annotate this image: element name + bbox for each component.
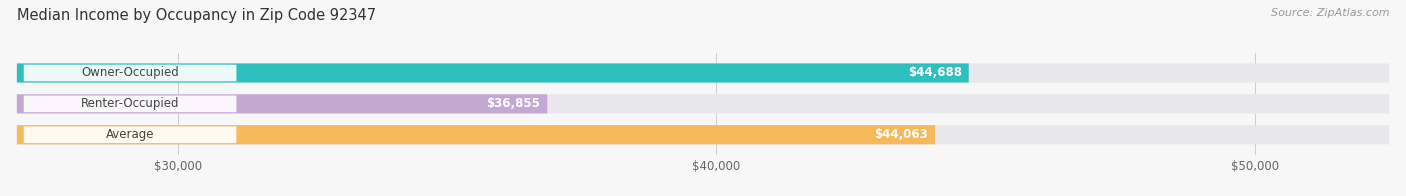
FancyBboxPatch shape	[17, 125, 1389, 144]
FancyBboxPatch shape	[17, 125, 935, 144]
Text: Average: Average	[105, 128, 155, 141]
FancyBboxPatch shape	[24, 95, 236, 112]
Text: Median Income by Occupancy in Zip Code 92347: Median Income by Occupancy in Zip Code 9…	[17, 8, 375, 23]
FancyBboxPatch shape	[24, 126, 236, 143]
Text: Owner-Occupied: Owner-Occupied	[82, 66, 179, 80]
Text: Renter-Occupied: Renter-Occupied	[80, 97, 180, 110]
Text: Source: ZipAtlas.com: Source: ZipAtlas.com	[1271, 8, 1389, 18]
FancyBboxPatch shape	[17, 94, 547, 113]
FancyBboxPatch shape	[24, 65, 236, 81]
FancyBboxPatch shape	[17, 64, 969, 83]
Text: $44,063: $44,063	[875, 128, 928, 141]
FancyBboxPatch shape	[17, 94, 1389, 113]
FancyBboxPatch shape	[17, 64, 1389, 83]
Text: $36,855: $36,855	[486, 97, 540, 110]
Text: $44,688: $44,688	[908, 66, 962, 80]
